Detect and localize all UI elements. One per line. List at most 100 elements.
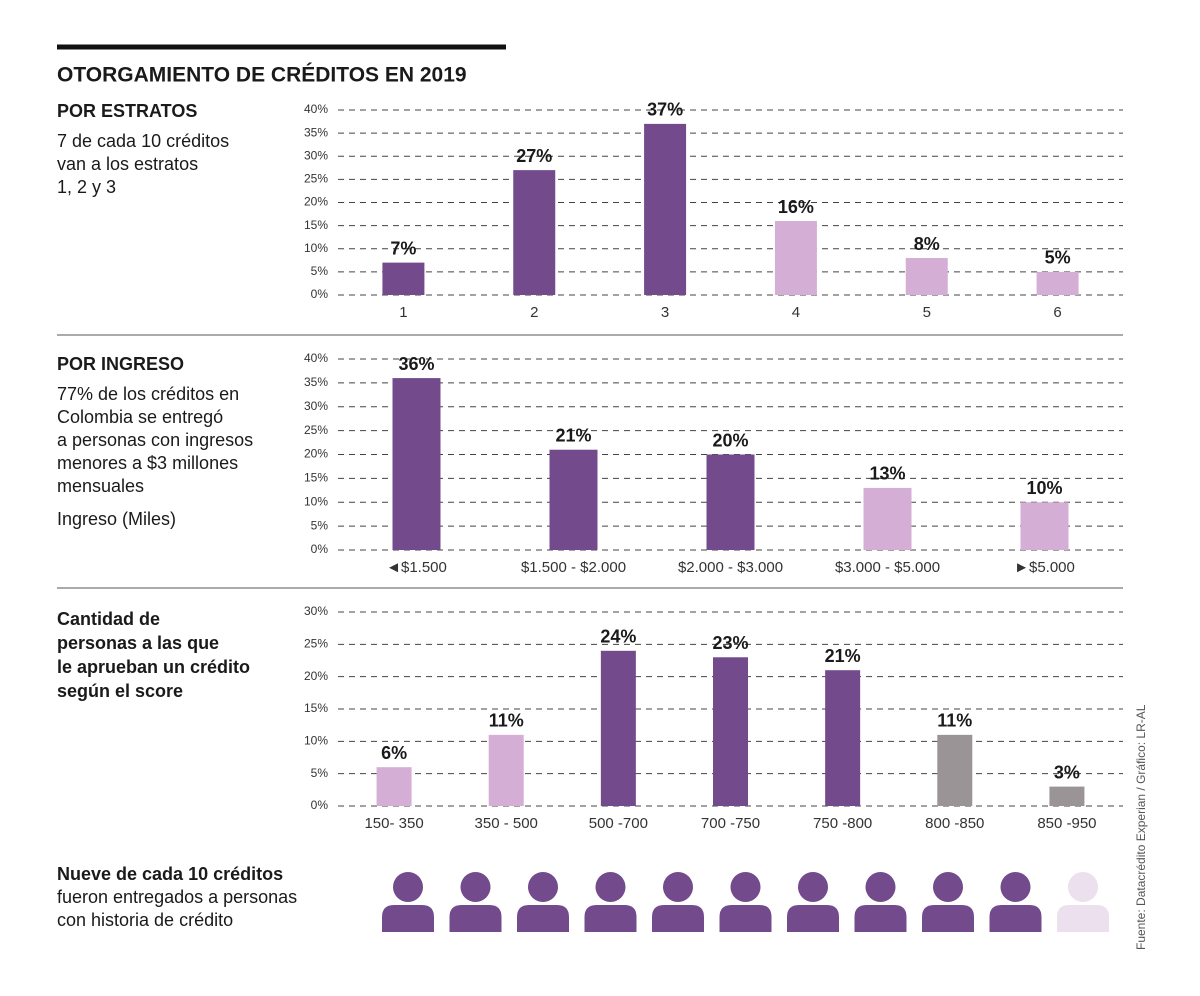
x-tick-label: 2 bbox=[530, 304, 538, 321]
value-label: 37% bbox=[647, 100, 683, 120]
person-head bbox=[865, 872, 896, 902]
bar bbox=[1049, 786, 1085, 806]
y-tick-label: 35% bbox=[304, 375, 328, 389]
person-head bbox=[393, 872, 423, 902]
chart-title: le aprueban un crédito bbox=[57, 657, 250, 677]
y-tick-label: 10% bbox=[304, 241, 328, 255]
bar bbox=[392, 378, 441, 550]
person-body bbox=[449, 905, 502, 932]
y-tick-label: 10% bbox=[304, 494, 328, 508]
y-tick-label: 10% bbox=[304, 734, 328, 748]
y-tick-label: 30% bbox=[304, 148, 328, 162]
value-label: 10% bbox=[1026, 478, 1062, 498]
chart-subtitle: menores a $3 millones bbox=[57, 453, 238, 473]
person-head bbox=[460, 872, 491, 902]
x-tick-label: ►$5.000 bbox=[1014, 559, 1075, 576]
y-tick-label: 5% bbox=[311, 264, 329, 278]
person-body bbox=[854, 905, 907, 932]
y-tick-label: 35% bbox=[304, 125, 328, 139]
bar bbox=[1020, 502, 1069, 550]
person-head bbox=[798, 872, 828, 902]
person-body bbox=[922, 905, 974, 932]
value-label: 21% bbox=[825, 646, 861, 666]
axis-label: Ingreso (Miles) bbox=[57, 509, 176, 529]
x-tick-label: 350 - 500 bbox=[475, 815, 538, 832]
source: Fuente: Datacrédito Experian / Gráfico: … bbox=[1134, 704, 1148, 950]
person-head bbox=[1000, 872, 1031, 902]
bar bbox=[713, 657, 748, 806]
chart-subtitle: Colombia se entregó bbox=[57, 407, 223, 427]
footer-text: fueron entregados a personas bbox=[57, 887, 297, 907]
y-tick-label: 30% bbox=[304, 604, 328, 618]
bar bbox=[644, 123, 687, 295]
bar bbox=[488, 734, 524, 806]
value-label: 16% bbox=[778, 197, 814, 217]
bar bbox=[863, 487, 912, 550]
bar bbox=[600, 650, 636, 806]
value-label: 24% bbox=[600, 627, 636, 647]
person-body bbox=[382, 905, 434, 932]
value-label: 3% bbox=[1054, 762, 1080, 782]
x-tick-label: 4 bbox=[792, 304, 800, 321]
bar bbox=[382, 262, 425, 295]
y-tick-label: 15% bbox=[304, 701, 328, 715]
y-tick-label: 0% bbox=[311, 542, 329, 556]
bar bbox=[825, 670, 861, 806]
value-label: 21% bbox=[555, 425, 591, 445]
x-tick-label: 500 -700 bbox=[589, 815, 648, 832]
chart-title: Cantidad de bbox=[57, 609, 160, 629]
y-tick-label: 0% bbox=[311, 798, 329, 812]
x-tick-label: 700 -750 bbox=[701, 815, 760, 832]
bar bbox=[774, 221, 817, 295]
footer-text: con historia de crédito bbox=[57, 910, 233, 930]
person-body bbox=[787, 905, 839, 932]
y-tick-label: 5% bbox=[311, 766, 329, 780]
person-body bbox=[517, 905, 569, 932]
person-head bbox=[595, 872, 626, 902]
x-tick-label: 5 bbox=[923, 304, 931, 321]
chart-subtitle: mensuales bbox=[57, 476, 144, 496]
person-head bbox=[663, 872, 693, 902]
person-head bbox=[730, 872, 761, 902]
x-tick-label: 800 -850 bbox=[925, 815, 984, 832]
value-label: 11% bbox=[489, 711, 524, 731]
chart-subtitle: 1, 2 y 3 bbox=[57, 177, 116, 197]
value-label: 23% bbox=[712, 633, 748, 653]
bar bbox=[1036, 271, 1079, 295]
person-body bbox=[1057, 905, 1109, 932]
y-tick-label: 20% bbox=[304, 195, 328, 209]
y-tick-label: 40% bbox=[304, 351, 328, 365]
x-tick-label: $3.000 - $5.000 bbox=[835, 559, 940, 576]
x-tick-label: 750 -800 bbox=[813, 815, 872, 832]
person-head bbox=[933, 872, 963, 902]
x-tick-label: ◄$1.500 bbox=[386, 559, 447, 576]
chart-subtitle: a personas con ingresos bbox=[57, 430, 253, 450]
y-tick-label: 30% bbox=[304, 399, 328, 413]
y-tick-label: 20% bbox=[304, 447, 328, 461]
chart-title: POR INGRESO bbox=[57, 354, 184, 374]
x-tick-label: 150- 350 bbox=[364, 815, 423, 832]
person-body bbox=[989, 905, 1042, 932]
value-label: 13% bbox=[869, 464, 905, 484]
chart-subtitle: 77% de los créditos en bbox=[57, 384, 239, 404]
x-tick-label: $2.000 - $3.000 bbox=[678, 559, 783, 576]
value-label: 27% bbox=[516, 146, 552, 166]
chart-title: personas a las que bbox=[57, 633, 219, 653]
bar bbox=[376, 767, 412, 806]
y-tick-label: 25% bbox=[304, 423, 328, 437]
bar bbox=[706, 454, 755, 550]
person-head bbox=[1068, 872, 1098, 902]
value-label: 36% bbox=[398, 354, 434, 374]
bar bbox=[513, 170, 556, 295]
person-body bbox=[719, 905, 772, 932]
bar bbox=[937, 734, 973, 806]
person-body bbox=[584, 905, 637, 932]
y-tick-label: 5% bbox=[311, 518, 329, 532]
value-label: 11% bbox=[937, 711, 972, 731]
x-tick-label: $1.500 - $2.000 bbox=[521, 559, 626, 576]
people-icons bbox=[382, 872, 1109, 932]
y-tick-label: 15% bbox=[304, 218, 328, 232]
x-tick-label: 1 bbox=[399, 304, 407, 321]
